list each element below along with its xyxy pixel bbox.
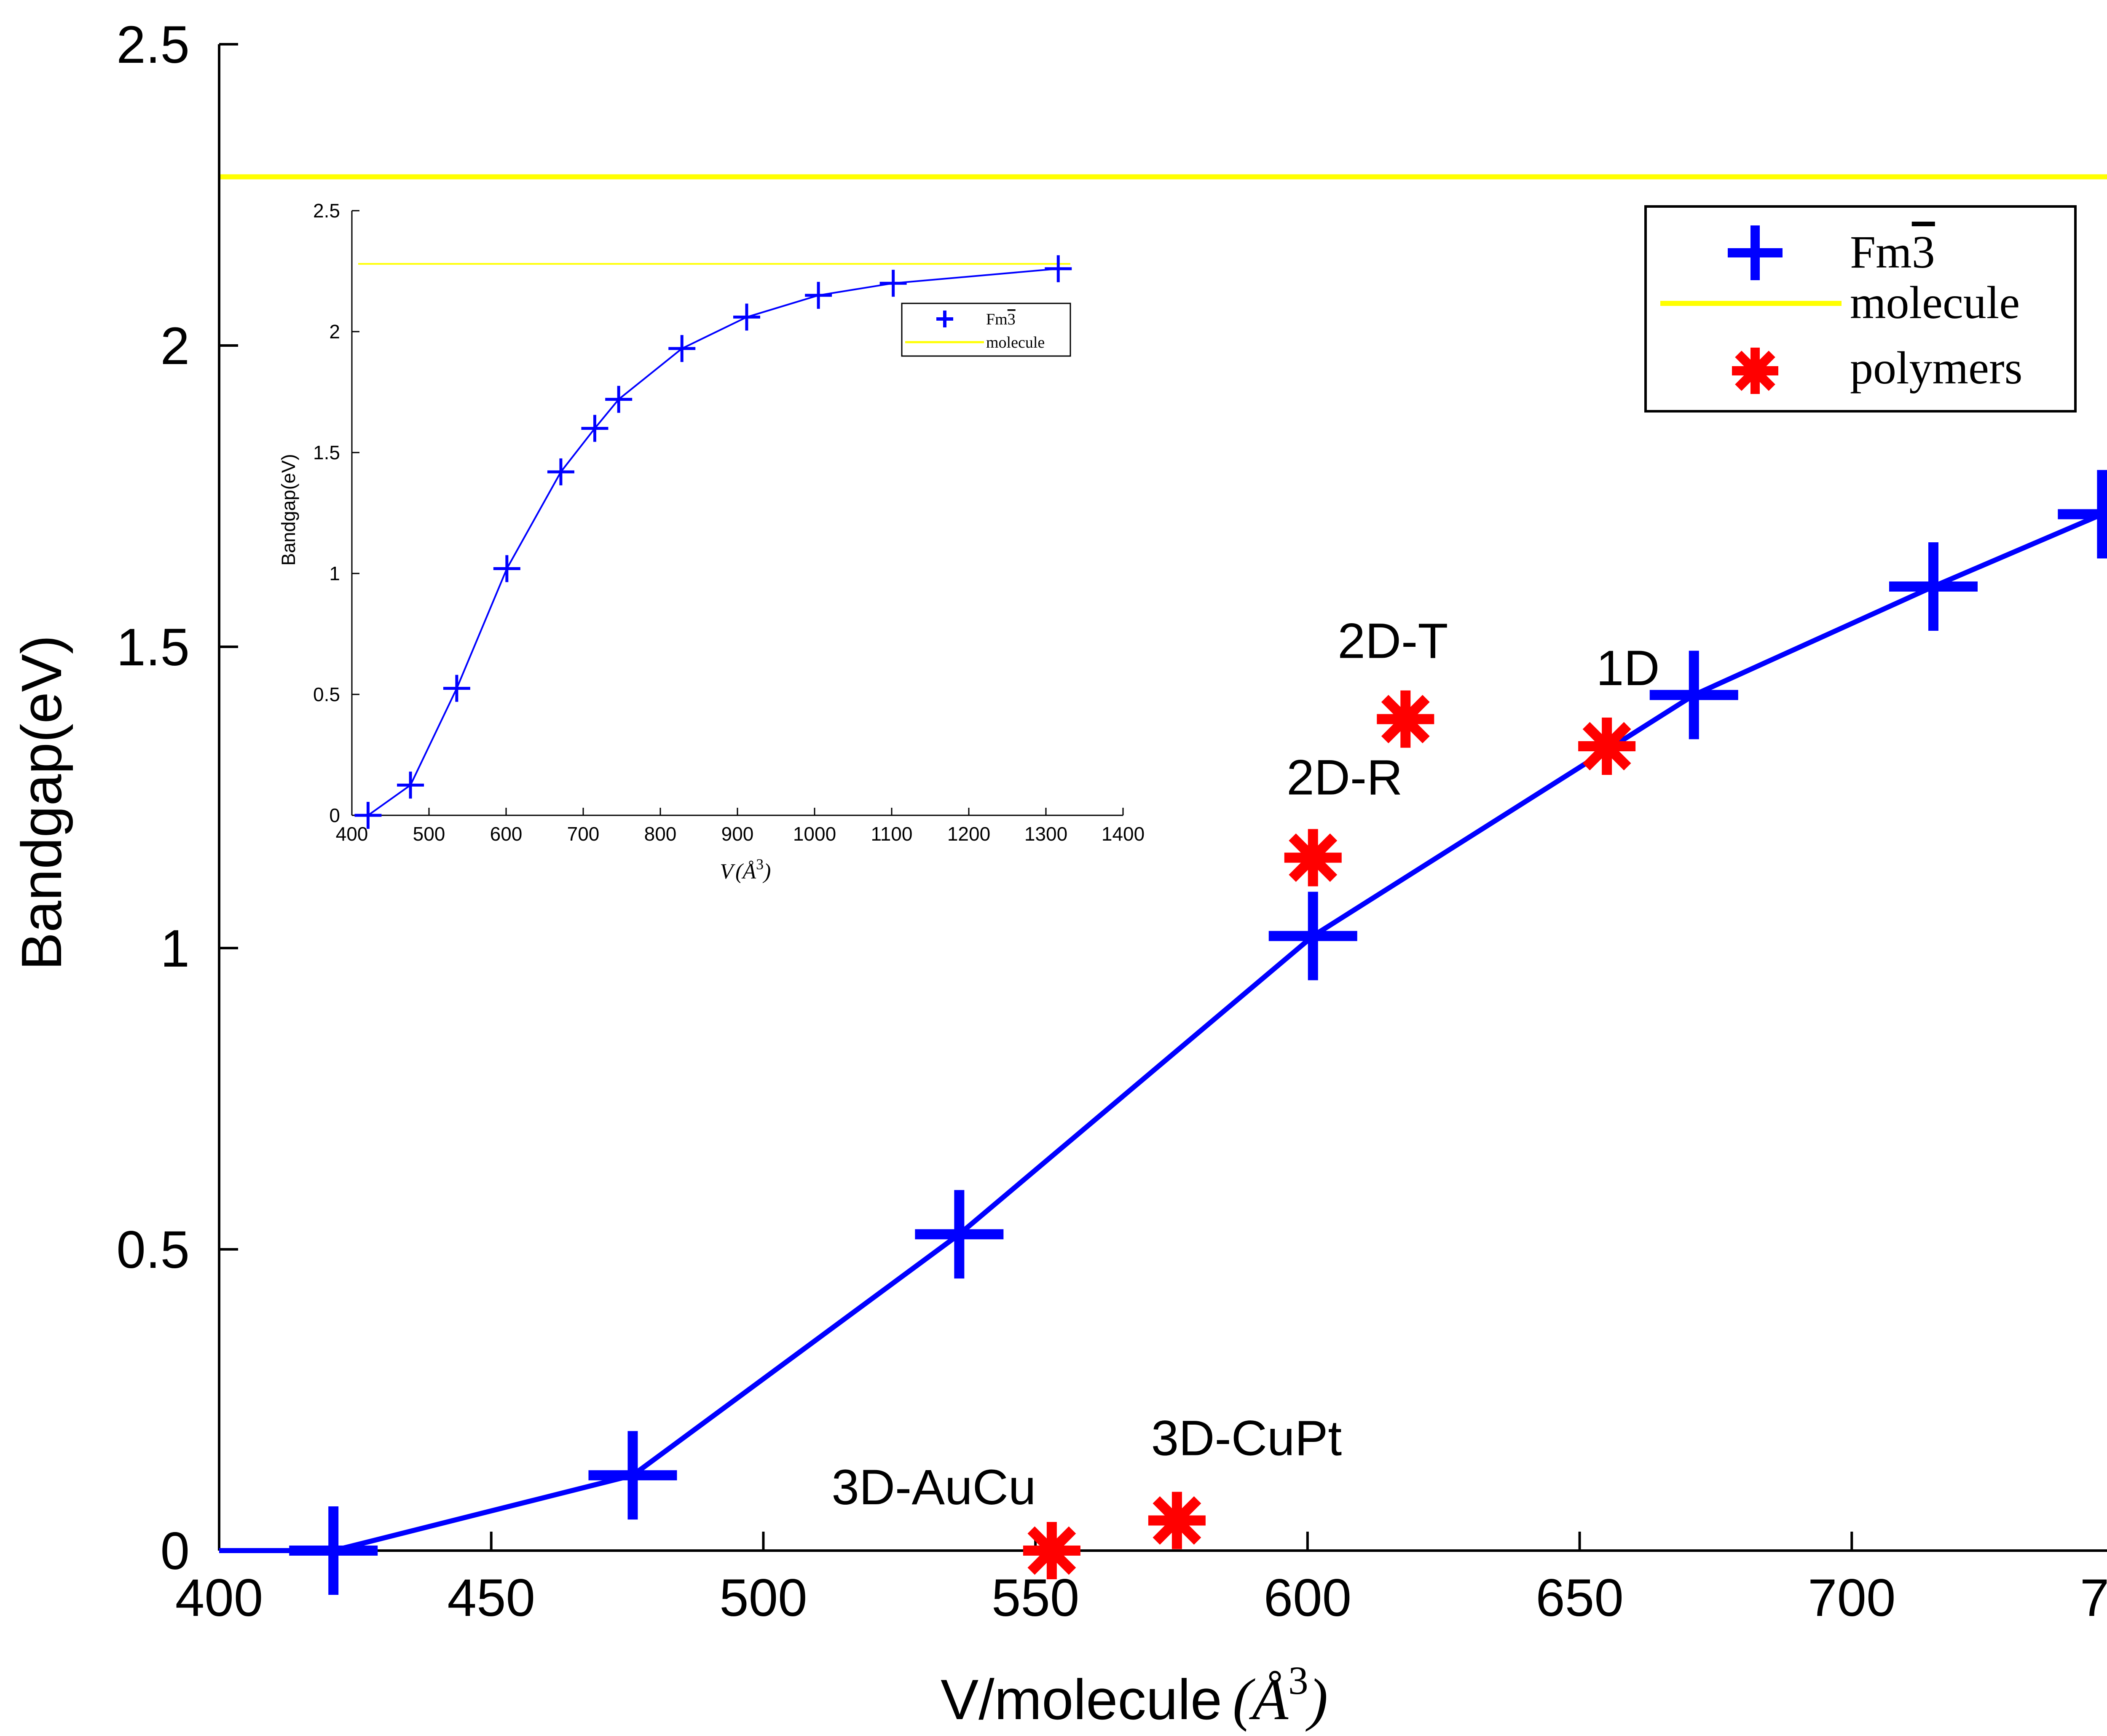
main-fm3-series-line xyxy=(219,512,2103,1553)
main-polymer-label: 2D-T xyxy=(1338,613,1448,669)
main-x-tick-label: 700 xyxy=(1808,1569,1896,1627)
main-polymer-stroke xyxy=(1289,833,1338,882)
inset-fm3-point xyxy=(443,675,470,702)
main-x-tick-label: 650 xyxy=(1536,1569,1624,1627)
main-x-tick-label: 750 xyxy=(2080,1569,2107,1627)
inset-x-unit-base: Å xyxy=(741,860,756,884)
inset-x-tick-label: 1100 xyxy=(871,823,913,845)
legend-polymers-marker xyxy=(1732,348,1778,394)
inset-fm3-point xyxy=(397,772,424,799)
main-fm3-point xyxy=(1268,892,1357,981)
main-polymer-stroke xyxy=(1381,695,1430,744)
main-polymer-label: 2D-R xyxy=(1287,750,1402,806)
inset-fm3-point xyxy=(733,303,760,331)
main-x-tick-label: 600 xyxy=(1264,1569,1352,1627)
inset-fm3-point xyxy=(805,281,832,309)
inset-y-tick-label: 2 xyxy=(329,321,340,343)
inset-x-tick-label: 700 xyxy=(567,823,600,845)
inset-x-tick-label: 1000 xyxy=(793,823,836,845)
main-fm3-point xyxy=(588,1431,677,1520)
main-y-tick-label: 0.5 xyxy=(116,1221,190,1279)
inset-y-tick-label: 0.5 xyxy=(313,683,340,705)
main-x-tick-label: 400 xyxy=(175,1569,263,1627)
main-polymer-point xyxy=(1148,1492,1206,1549)
inset-y-tick-label: 1 xyxy=(329,563,340,584)
inset-plot: 400 500 600 700 800 900 1000 1100 1200 1300 1400 0 0… xyxy=(313,200,1145,845)
inset-fm3-point xyxy=(354,802,382,829)
inset-legend: Fm3 molecule xyxy=(901,303,1071,357)
main-y-tick-label: 0 xyxy=(160,1522,190,1581)
main-fm3-point xyxy=(289,1506,378,1595)
inset-y-tick-label: 2.5 xyxy=(313,200,340,222)
main-polymer-point xyxy=(1578,717,1636,775)
main-polymer-label: 3D-AuCu xyxy=(831,1460,1036,1515)
main-polymer-point xyxy=(1284,829,1342,887)
inset-fm3-point xyxy=(668,335,696,362)
main-x-axis-unit: (Å3) xyxy=(1233,1658,1328,1732)
main-polymer-point xyxy=(1023,1522,1080,1579)
main-plot: 400 450 500 550 600 650 700 750 0 0.5 1 1.5 2 2.5 3D-A… xyxy=(116,16,2107,1627)
inset-x-axis-unit: (Å3) xyxy=(735,856,771,884)
legend-molecule-label: molecule xyxy=(1850,277,2020,328)
legend-fm3-label: Fm3 xyxy=(1850,226,1935,278)
main-y-axis-label: Bandgap(eV) xyxy=(10,635,73,970)
inset-x-tick-label: 1400 xyxy=(1102,823,1145,845)
main-x-unit-base: Å xyxy=(1249,1667,1289,1732)
main-fm3-point xyxy=(2058,470,2107,559)
inset-y-axis-label: Bandgap(eV) xyxy=(278,454,299,565)
main-y-tick-label: 1 xyxy=(160,919,190,978)
main-fm3-point xyxy=(1649,651,1738,739)
inset-legend-fm3-label: Fm3 xyxy=(986,311,1016,328)
inset-x-tick-label: 1300 xyxy=(1024,823,1067,845)
main-polymer-label: 1D xyxy=(1596,640,1660,696)
inset-x-tick-label: 900 xyxy=(721,823,754,845)
inset-fm3-point xyxy=(1045,255,1072,282)
main-fm3-point xyxy=(915,1190,1004,1279)
inset-legend-molecule-label: molecule xyxy=(986,334,1045,351)
inset-legend-fm3-marker xyxy=(936,311,953,327)
main-x-axis-label: V/molecule xyxy=(941,1668,1222,1731)
inset-x-tick-label: 500 xyxy=(413,823,445,845)
main-polymer-stroke xyxy=(1582,722,1631,771)
main-polymer-label: 3D-CuPt xyxy=(1151,1411,1342,1466)
main-x-tick-label: 500 xyxy=(719,1569,807,1627)
main-legend: Fm3 molecule polymers xyxy=(1644,205,2077,413)
inset-y-tick-label: 0 xyxy=(329,804,340,826)
inset-fm3-point xyxy=(547,458,574,485)
main-fm3-point xyxy=(1889,542,1978,631)
main-y-tick-label: 2 xyxy=(160,317,190,375)
main-x-tick-label: 550 xyxy=(992,1569,1080,1627)
main-polymer-stroke xyxy=(1027,1526,1076,1575)
inset-fm3-point xyxy=(493,555,520,582)
inset-fm3-point xyxy=(605,386,633,413)
inset-fm3-point xyxy=(879,270,907,297)
inset-x-unit-exp: 3 xyxy=(756,856,764,873)
main-x-tick-label: 450 xyxy=(447,1569,535,1627)
inset-x-tick-label: 400 xyxy=(336,823,368,845)
legend-fm3-marker xyxy=(1728,225,1783,280)
inset-fm3-series-line xyxy=(367,268,1059,816)
inset-x-tick-label: 600 xyxy=(490,823,523,845)
inset-x-axis-label: V xyxy=(720,860,735,884)
inset-panel xyxy=(270,194,1155,885)
main-x-unit-exp: 3 xyxy=(1288,1658,1308,1703)
main-polymer-stroke xyxy=(1153,1496,1201,1545)
inset-x-tick-label: 1200 xyxy=(947,823,990,845)
inset-fm3-point xyxy=(581,415,609,442)
main-polymer-point xyxy=(1377,690,1434,748)
main-y-tick-label: 1.5 xyxy=(116,618,190,677)
main-y-tick-label: 2.5 xyxy=(116,16,190,74)
inset-x-tick-label: 800 xyxy=(644,823,677,845)
legend-polymers-label: polymers xyxy=(1850,342,2022,394)
inset-y-tick-label: 1.5 xyxy=(313,442,340,463)
